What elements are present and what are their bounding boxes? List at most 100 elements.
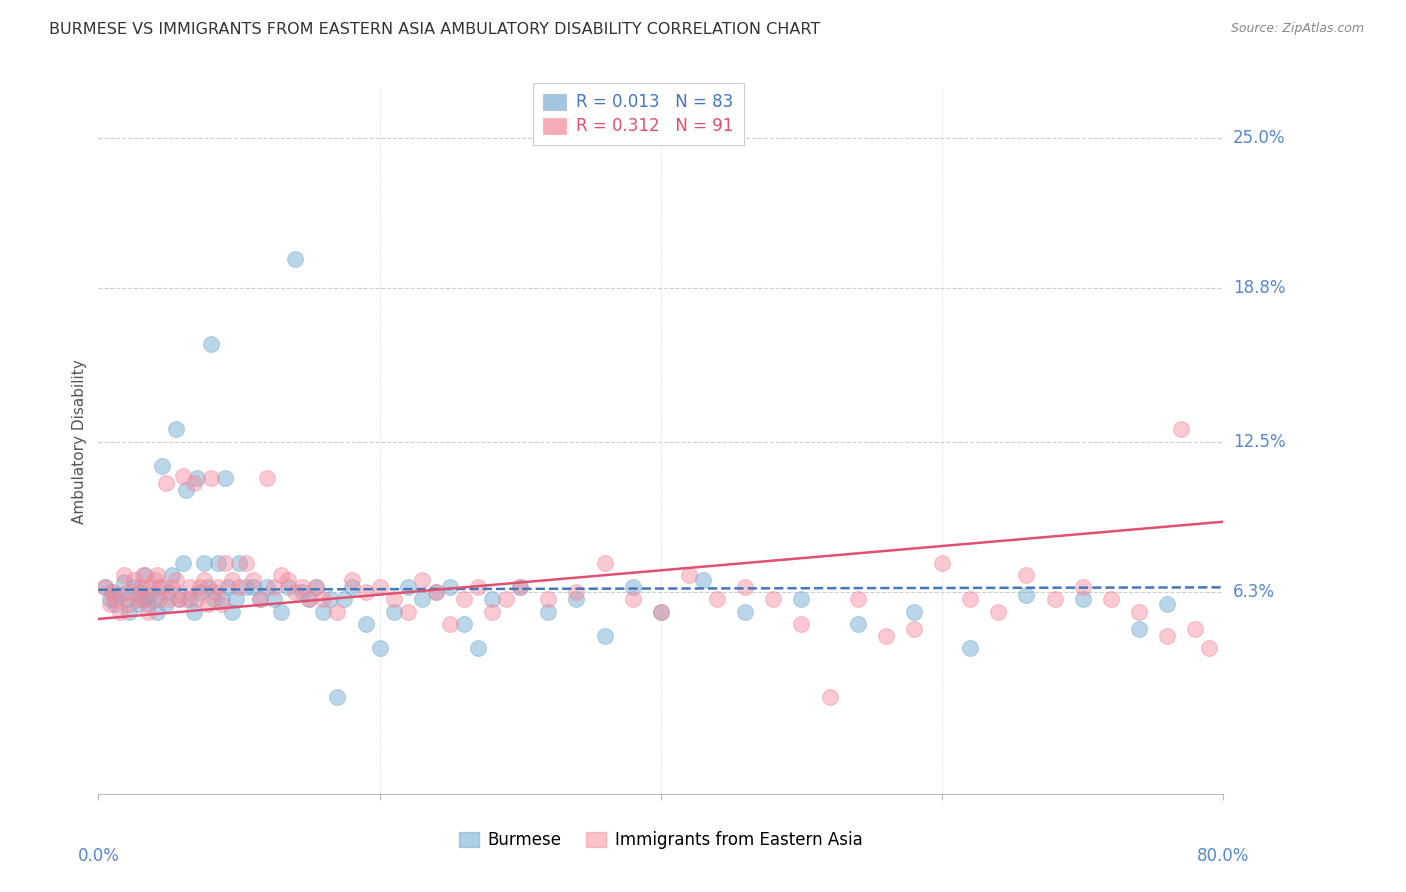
Point (217, 580, 239, 594)
Text: 18.8%: 18.8% (1233, 279, 1285, 297)
Point (1156, 629, 1178, 643)
Point (122, 573, 145, 587)
Point (340, 573, 363, 587)
Point (537, 605, 560, 619)
Point (467, 641, 489, 656)
Point (340, 580, 363, 594)
Point (160, 580, 183, 594)
Point (846, 616, 869, 631)
Point (263, 592, 285, 607)
Point (127, 598, 149, 612)
Point (305, 580, 328, 594)
Point (155, 598, 177, 612)
Point (115, 585, 138, 599)
Point (439, 616, 461, 631)
Point (270, 568, 292, 582)
Point (284, 252, 307, 267)
Point (326, 690, 349, 704)
Point (188, 585, 211, 599)
Y-axis label: Ambulatory Disability: Ambulatory Disability (72, 359, 87, 524)
Point (172, 468, 194, 483)
Point (270, 605, 292, 619)
Text: 6.3%: 6.3% (1233, 583, 1275, 601)
Point (249, 592, 271, 607)
Point (134, 568, 156, 582)
Point (382, 592, 405, 607)
Point (382, 605, 405, 619)
Point (112, 575, 135, 590)
Point (1128, 605, 1150, 619)
Text: BURMESE VS IMMIGRANTS FROM EASTERN ASIA AMBULATORY DISABILITY CORRELATION CHART: BURMESE VS IMMIGRANTS FROM EASTERN ASIA … (49, 22, 821, 37)
Point (160, 568, 183, 582)
Point (256, 580, 278, 594)
Point (305, 580, 328, 594)
Point (132, 592, 155, 607)
Point (186, 592, 208, 607)
Point (172, 556, 194, 570)
Point (495, 592, 517, 607)
Point (202, 585, 225, 599)
Point (150, 458, 173, 473)
Point (312, 605, 335, 619)
Point (197, 598, 219, 612)
Point (174, 592, 197, 607)
Point (167, 592, 190, 607)
Point (202, 592, 225, 607)
Point (104, 598, 127, 612)
Point (188, 580, 211, 594)
Point (453, 616, 475, 631)
Point (235, 580, 257, 594)
Point (136, 598, 159, 612)
Point (959, 592, 981, 607)
Point (256, 471, 278, 485)
Point (214, 556, 236, 570)
Point (734, 580, 756, 594)
Point (354, 585, 377, 599)
Point (284, 585, 307, 599)
Point (298, 592, 321, 607)
Point (129, 580, 152, 594)
Text: 25.0%: 25.0% (1233, 128, 1285, 147)
Point (425, 585, 447, 599)
Point (734, 605, 756, 619)
Point (368, 641, 391, 656)
Point (277, 573, 299, 587)
Point (174, 483, 197, 497)
Point (136, 605, 159, 619)
Point (846, 592, 869, 607)
Point (249, 592, 271, 607)
Point (903, 622, 925, 636)
Point (298, 592, 321, 607)
Point (425, 585, 447, 599)
Point (333, 592, 356, 607)
Point (481, 592, 503, 607)
Point (200, 337, 222, 351)
Point (148, 592, 170, 607)
Point (959, 641, 981, 656)
Point (411, 592, 433, 607)
Point (211, 598, 233, 612)
Point (143, 592, 166, 607)
Point (621, 580, 644, 594)
Point (132, 568, 155, 582)
Point (481, 605, 503, 619)
Point (148, 580, 170, 594)
Point (94, 580, 117, 594)
Point (118, 605, 141, 619)
Point (312, 592, 335, 607)
Point (537, 592, 560, 607)
Point (1071, 580, 1094, 594)
Point (291, 585, 314, 599)
Point (228, 580, 250, 594)
Point (228, 556, 250, 570)
Point (1170, 422, 1192, 436)
Point (122, 580, 145, 594)
Point (167, 592, 190, 607)
Point (565, 592, 588, 607)
Point (621, 592, 644, 607)
Point (1099, 592, 1122, 607)
Point (326, 605, 349, 619)
Point (221, 573, 243, 587)
Point (790, 616, 813, 631)
Point (146, 605, 169, 619)
